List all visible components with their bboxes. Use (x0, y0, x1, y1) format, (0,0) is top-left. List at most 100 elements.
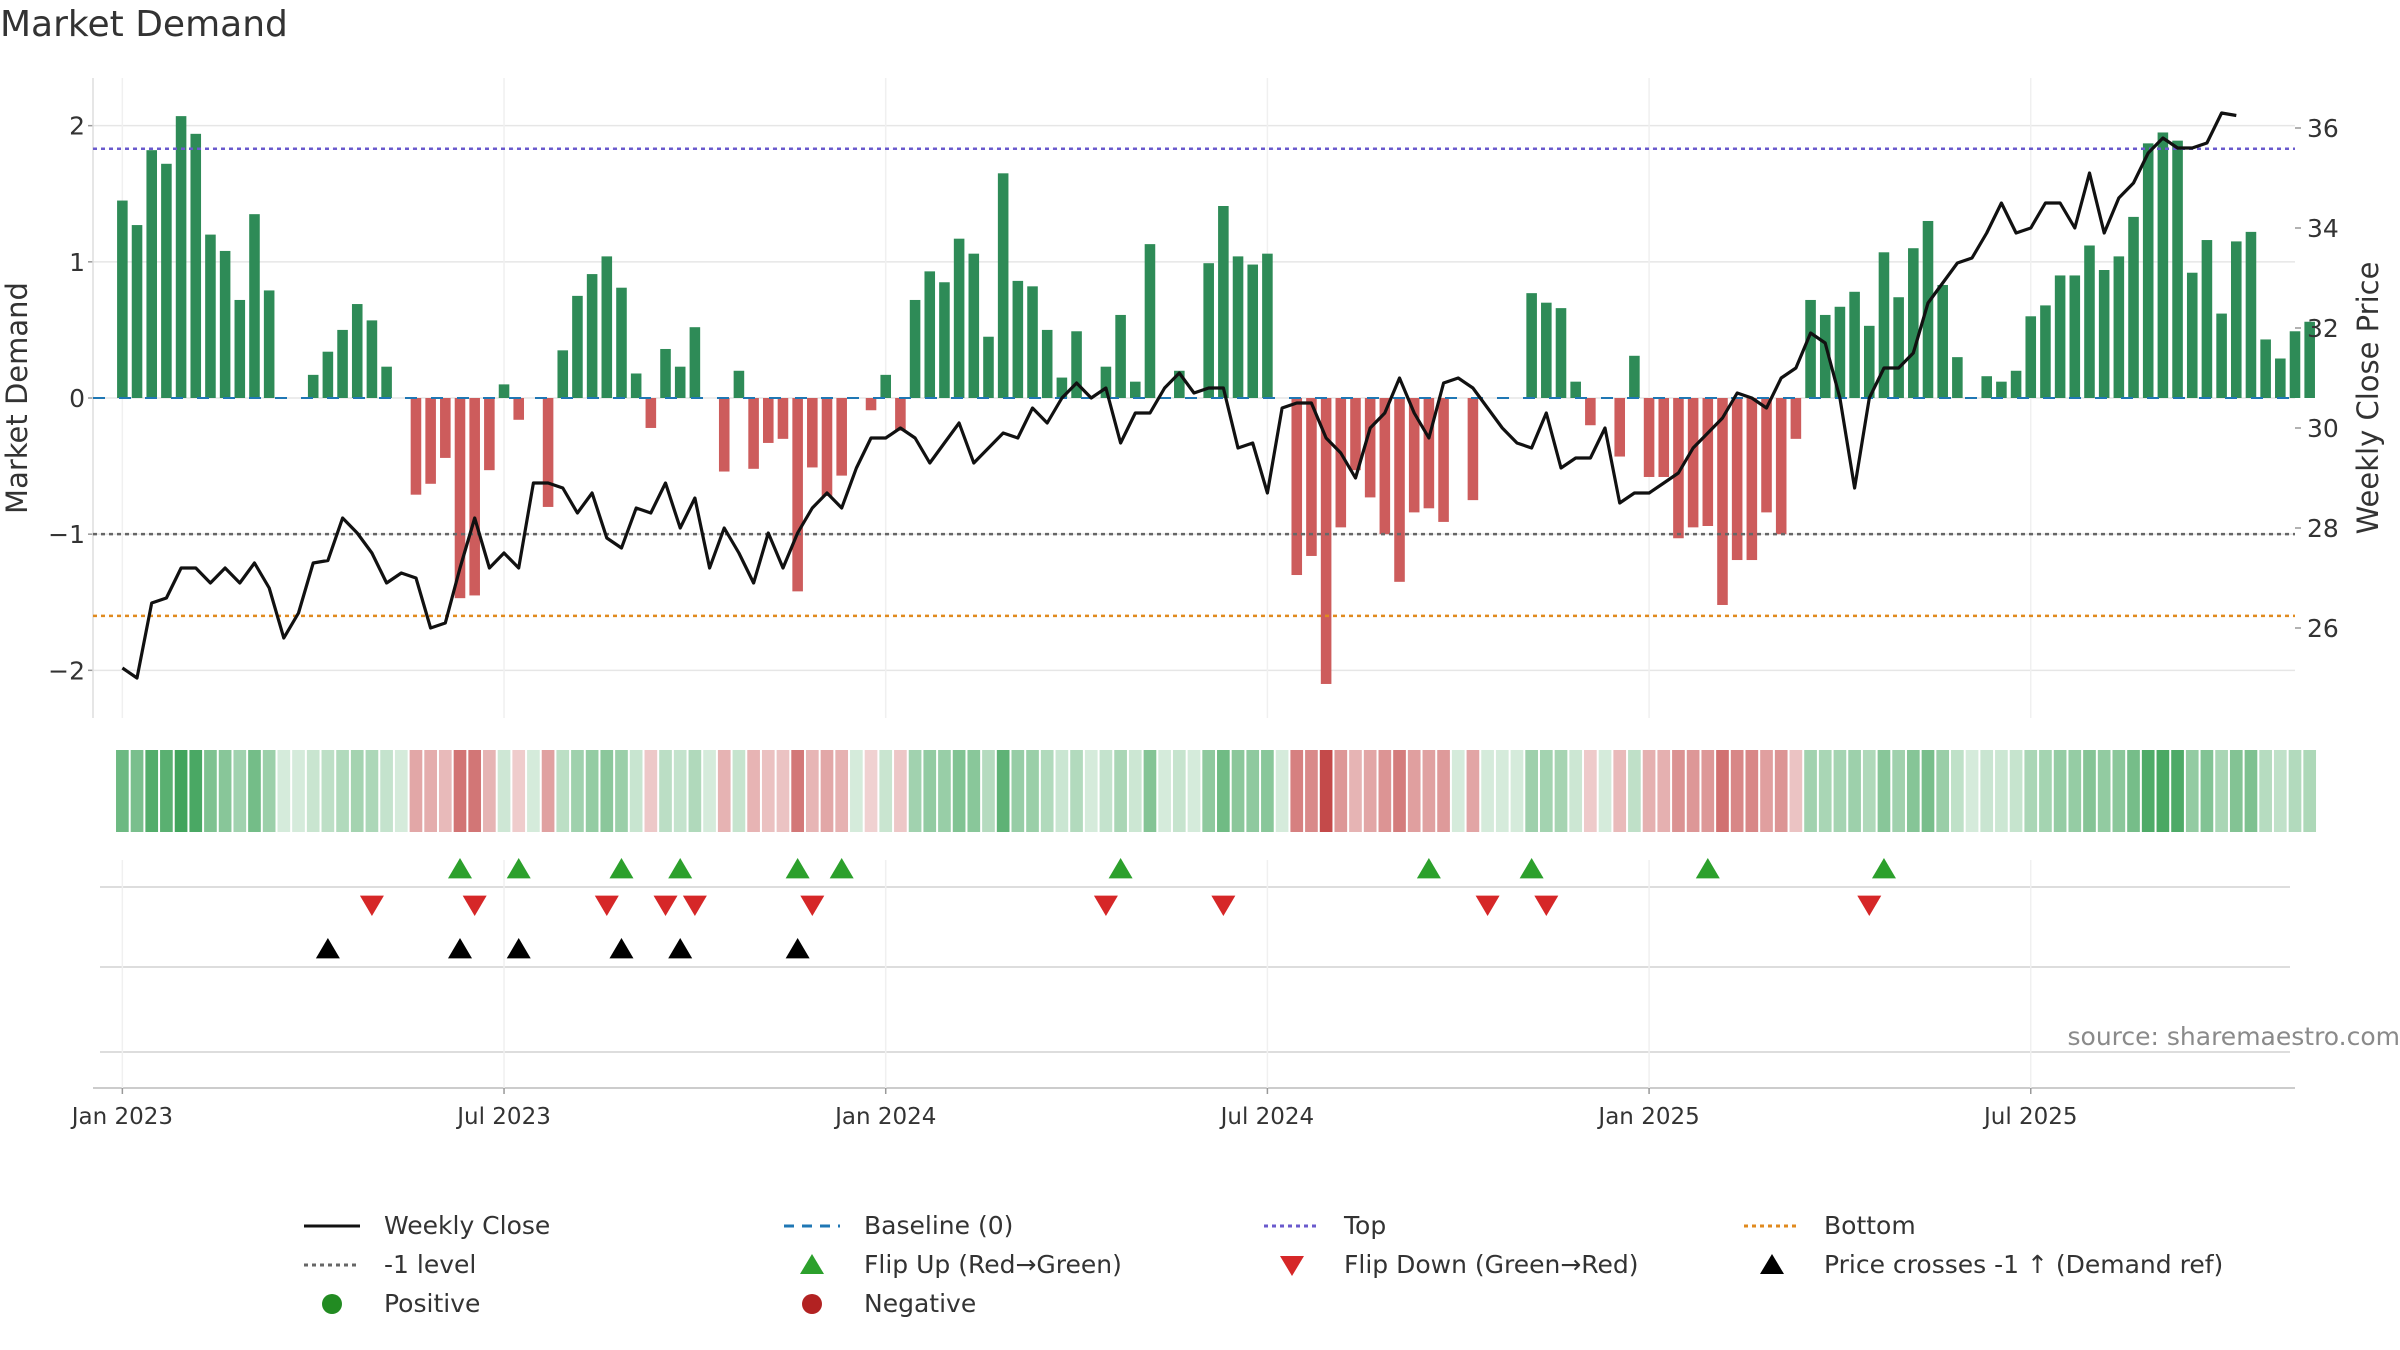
heat-cell (350, 750, 364, 832)
demand-bar (718, 398, 730, 472)
demand-bar (1937, 284, 1948, 398)
demand-bar (1056, 377, 1068, 398)
demand-bar (337, 329, 348, 398)
demand-bar (1585, 398, 1596, 426)
y-tick-label-right: 26 (2307, 614, 2339, 643)
x-tick-label: Jul 2024 (1219, 1104, 1315, 1130)
heat-cell (2112, 750, 2126, 832)
heat-cell (2171, 750, 2184, 832)
legend-label: Flip Down (Green→Red) (1344, 1250, 1639, 1279)
heat-cell (233, 750, 247, 832)
demand-bar (1350, 398, 1361, 471)
demand-bar (190, 133, 202, 399)
heat-cell (923, 750, 937, 832)
heat-cell (2185, 750, 2199, 832)
demand-bar (1834, 306, 1846, 398)
heat-cell (1906, 750, 1920, 832)
legend-swatch (322, 1293, 342, 1314)
heat-cell (585, 750, 599, 832)
demand-bar (660, 348, 671, 398)
demand-bar (645, 398, 657, 428)
demand-bar (2128, 216, 2139, 398)
legend-swatch (1264, 1224, 1320, 1227)
heat-cell (732, 750, 746, 832)
heat-cell (1011, 750, 1025, 832)
heat-cell (1363, 750, 1377, 832)
heat-cell (1686, 750, 1700, 832)
legend-label: Weekly Close (384, 1211, 551, 1240)
demand-bar (1423, 398, 1435, 509)
flip-up-marker (829, 858, 854, 879)
flip-up-marker (668, 858, 693, 879)
heat-cell (2273, 750, 2287, 832)
demand-bar (1570, 381, 1581, 398)
heat-cell (1730, 750, 1744, 832)
heat-cell (1525, 750, 1538, 832)
heat-cell (1040, 750, 1054, 832)
heat-cell (2288, 750, 2302, 832)
heat-cell (644, 750, 658, 832)
heat-cell (2200, 750, 2214, 832)
demand-bar (1526, 293, 1537, 398)
heat-cell (1613, 750, 1627, 832)
x-tick-label: Jan 2024 (833, 1104, 936, 1130)
demand-bar (2040, 305, 2051, 398)
heat-cell (1158, 750, 1171, 832)
heat-cell (1569, 750, 1583, 832)
legend-swatch (1760, 1253, 1784, 1274)
heat-cell (1451, 750, 1465, 832)
heat-cell (2141, 750, 2155, 832)
heat-cell (1349, 750, 1362, 832)
heat-cell (703, 750, 716, 832)
heat-cell (2068, 750, 2082, 832)
legend-swatch (784, 1224, 840, 1227)
heat-cell (2303, 750, 2317, 832)
heat-cell (600, 750, 614, 832)
heat-cell (805, 750, 819, 832)
flip-down-marker (1534, 895, 1559, 916)
demand-bar (263, 290, 275, 398)
heat-cell (1305, 750, 1318, 832)
heat-cell (145, 750, 159, 832)
heat-cell (1055, 750, 1069, 832)
heat-cell (1965, 750, 1979, 832)
demand-bar (1952, 357, 1963, 398)
demand-bar (2201, 240, 2213, 398)
demand-bar (1379, 398, 1391, 535)
demand-bar (1467, 398, 1479, 501)
demand-bar (175, 116, 187, 399)
heat-cell (659, 750, 672, 832)
heat-cell (483, 750, 496, 832)
flip-down-marker (800, 895, 825, 916)
demand-bar (1996, 381, 2007, 398)
demand-bar (1408, 398, 1420, 513)
heat-cell (160, 750, 173, 832)
flip-down-marker (653, 895, 678, 916)
demand-bar (2025, 316, 2037, 398)
heat-cell (791, 750, 804, 832)
heat-cell (321, 750, 335, 832)
demand-bar (469, 398, 480, 596)
demand-bar (249, 214, 260, 398)
heat-cell (1290, 750, 1304, 832)
heat-cell (1921, 750, 1935, 832)
legend-item: Top (1260, 1210, 1740, 1241)
heat-cell (1804, 750, 1817, 832)
legend-label: Price crosses -1 ↑ (Demand ref) (1824, 1250, 2224, 1279)
demand-bar (968, 253, 980, 398)
demand-bar (1908, 248, 1919, 398)
heat-cell (1187, 750, 1201, 832)
heat-cell (864, 750, 878, 832)
heat-cell (1995, 750, 2008, 832)
heat-cell (1128, 750, 1142, 832)
price-cross-marker (315, 938, 340, 959)
demand-bar (2157, 132, 2169, 398)
demand-bar (1262, 253, 1273, 398)
demand-bar (1291, 398, 1303, 576)
heat-cell (204, 750, 217, 832)
demand-bar (674, 366, 686, 398)
heat-cell (512, 750, 526, 832)
heat-cell (2024, 750, 2038, 832)
heat-cell (336, 750, 349, 832)
